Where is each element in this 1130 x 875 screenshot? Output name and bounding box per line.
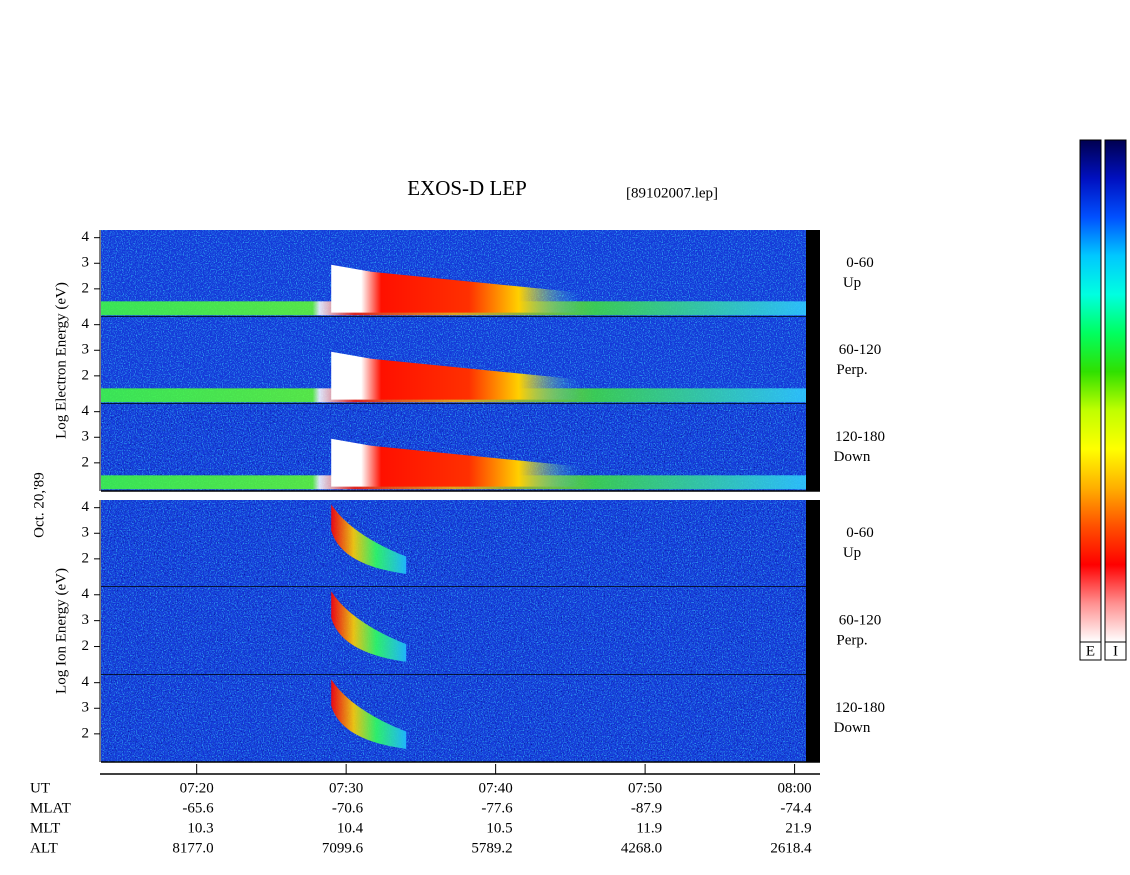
panel-label: Perp.: [836, 362, 867, 378]
orbit-value: 10.4: [337, 820, 364, 836]
panel-label: Perp.: [836, 632, 867, 648]
colorbar-label: E: [1086, 643, 1095, 659]
orbit-value: 8177.0: [172, 840, 213, 856]
ion-arc: [331, 679, 407, 749]
panel-label: 60-120: [839, 342, 882, 358]
orbit-value: 4268.0: [621, 840, 662, 856]
orbit-value: 11.9: [636, 820, 662, 836]
orbit-value: -65.6: [182, 800, 214, 816]
x-tick-label: 07:40: [479, 780, 513, 796]
colorbar-label: I: [1113, 643, 1118, 659]
panel: [101, 587, 806, 675]
data-gap: [806, 230, 820, 317]
chart-subtitle: [89102007.lep]: [626, 185, 718, 201]
orbit-value: -70.6: [332, 800, 364, 816]
panel-label: 0-60: [846, 525, 874, 541]
orbit-value: 7099.6: [322, 840, 364, 856]
y-tick-label: 4: [82, 229, 90, 245]
y-tick-label: 2: [82, 550, 90, 566]
panel: [101, 404, 806, 491]
ion-arc: [331, 504, 407, 574]
colorbar-label-box: [1079, 641, 1102, 661]
panel-label: Down: [834, 720, 871, 736]
y-tick-label: 4: [82, 403, 90, 419]
orbit-row-name: MLAT: [30, 800, 71, 816]
burst: [331, 351, 582, 400]
orbit-value: 5789.2: [471, 840, 512, 856]
y-tick-label: 4: [82, 586, 90, 602]
panel-label: Up: [843, 545, 861, 561]
y-tick-label: 2: [82, 638, 90, 654]
panel: [101, 317, 806, 404]
y-tick-label: 2: [82, 725, 90, 741]
x-tick-label: 07:20: [180, 780, 214, 796]
data-gap: [806, 675, 820, 762]
data-gap: [806, 500, 820, 587]
ion-arc: [331, 591, 407, 662]
orbit-value: -74.4: [780, 800, 812, 816]
y-tick-label: 3: [82, 700, 90, 716]
panel-label: 0-60: [846, 255, 874, 271]
colorbar: [1104, 139, 1127, 643]
y-tick-label: 4: [82, 316, 90, 332]
y-tick-label: 3: [82, 525, 90, 541]
y-tick-label: 3: [82, 255, 90, 271]
burst: [331, 438, 582, 487]
colorbar-label-box: [1104, 641, 1127, 661]
panel: [101, 230, 806, 317]
x-tick-label: 07:50: [628, 780, 662, 796]
panel-dropouts: [101, 500, 806, 587]
y-axis-label: Log Ion Energy (eV): [53, 568, 69, 694]
orbit-value: -77.6: [481, 800, 513, 816]
orbit-value: 2618.4: [770, 840, 812, 856]
data-gap: [806, 587, 820, 675]
date-label: Oct. 20,'89: [31, 472, 47, 538]
burst: [331, 264, 582, 313]
y-tick-label: 4: [82, 674, 90, 690]
panel-label: 120-180: [835, 700, 885, 716]
colorbar: [1079, 139, 1102, 643]
y-tick-label: 2: [82, 454, 90, 470]
chart-title: EXOS-D LEP: [407, 176, 527, 200]
panel-dropouts: [101, 675, 806, 762]
y-axis-label: Log Electron Energy (eV): [53, 282, 69, 439]
panel: [101, 500, 806, 587]
panel-label: 60-120: [839, 612, 882, 628]
orbit-value: -87.9: [631, 800, 662, 816]
y-tick-label: 3: [82, 612, 90, 628]
y-tick-label: 2: [82, 367, 90, 383]
orbit-row-name: MLT: [30, 820, 60, 836]
panel-label: Up: [843, 275, 861, 291]
y-tick-label: 3: [82, 429, 90, 445]
panel-label: Down: [834, 449, 871, 465]
panel-dropouts: [101, 587, 806, 675]
y-tick-label: 2: [82, 280, 90, 296]
data-gap: [806, 317, 820, 404]
orbit-value: 10.3: [187, 820, 213, 836]
x-tick-label: 07:30: [329, 780, 363, 796]
orbit-value: 21.9: [785, 820, 811, 836]
panel: [101, 675, 806, 762]
x-axis-label: UT: [30, 780, 50, 796]
y-tick-label: 3: [82, 342, 90, 358]
data-gap: [806, 404, 820, 491]
orbit-value: 10.5: [486, 820, 512, 836]
orbit-row-name: ALT: [30, 840, 58, 856]
panel-label: 120-180: [835, 429, 885, 445]
x-tick-label: 08:00: [778, 780, 812, 796]
y-tick-label: 4: [82, 499, 90, 515]
